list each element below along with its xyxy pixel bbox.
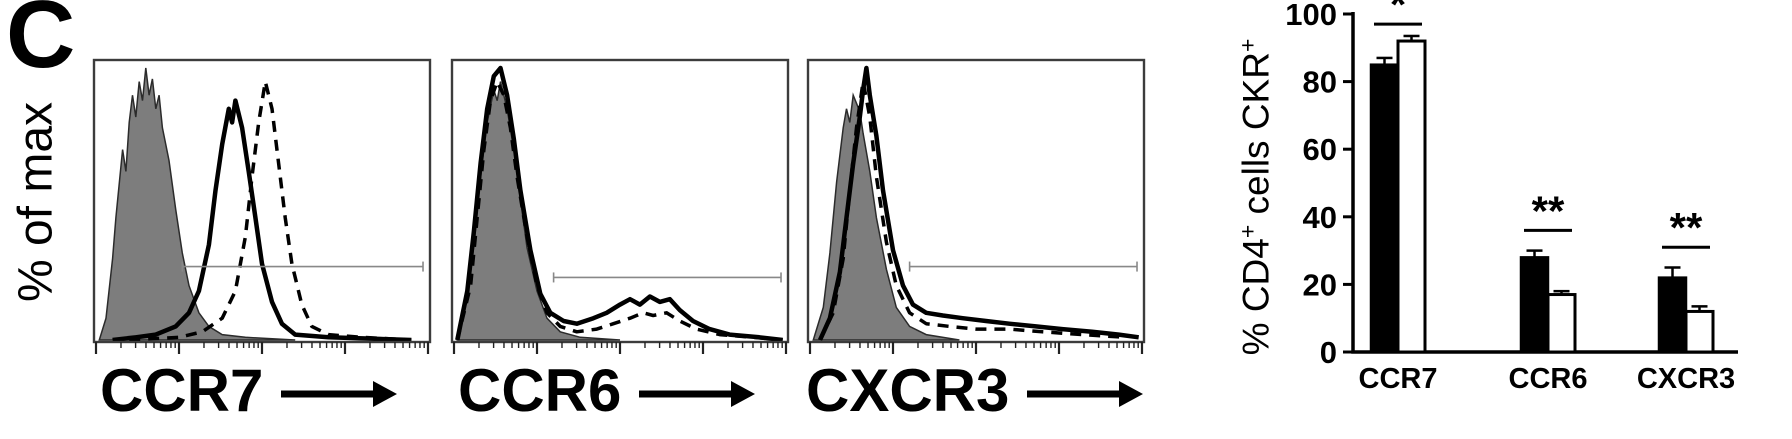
filled-histogram-curve <box>456 81 621 341</box>
panel-letter-label: C <box>6 0 76 88</box>
bar-white-ccr7 <box>1396 39 1427 354</box>
significance-stars: ** <box>1532 187 1565 234</box>
x-axis-label-cxcr3: CXCR3 <box>806 348 1145 432</box>
bar-black-ccr6 <box>1519 256 1550 354</box>
solid-histogram-curve <box>817 65 1140 341</box>
bar-category-label: CXCR3 <box>1637 363 1735 395</box>
histogram-y-axis-label: % of max <box>9 101 63 303</box>
ylabel-text: % CD4 <box>1235 238 1277 356</box>
right-arrow-icon <box>1027 381 1144 407</box>
x-axis-label-ccr7: CCR7 <box>100 348 399 432</box>
x-axis-label-ccr6: CCR6 <box>458 348 757 432</box>
y-tick-label: 80 <box>1303 65 1337 100</box>
summary-bar-chart: % CD4+ cells CKR+ 0 20 40 60 80 100 * CCR7 ** CCR… <box>1234 0 1792 439</box>
filled-histogram-curve <box>812 92 960 341</box>
y-tick-label: 60 <box>1303 132 1337 167</box>
significance-stars: * <box>1390 0 1407 28</box>
axis-lines <box>1351 12 1738 354</box>
flow-histogram-ccr7-plot <box>92 58 432 354</box>
x-axis-label-ccr6-text: CCR6 <box>458 356 622 424</box>
flow-histogram-cxcr3-plot <box>806 58 1146 354</box>
y-tick-label: 20 <box>1303 267 1337 302</box>
right-arrow-icon <box>281 381 398 407</box>
y-tick-label: 100 <box>1285 0 1337 32</box>
right-arrow-icon <box>639 381 756 407</box>
bar-black-cxcr3 <box>1657 276 1688 354</box>
flow-histogram-cxcr3 <box>806 58 1146 370</box>
bar-black-ccr7 <box>1369 63 1400 354</box>
y-tick-label: 0 <box>1320 335 1337 370</box>
dashed-histogram-curve <box>455 79 783 342</box>
solid-histogram-curve <box>112 98 412 343</box>
flow-histogram-ccr6 <box>450 58 790 370</box>
x-axis-label-ccr7-text: CCR7 <box>100 356 264 424</box>
ylabel-superscript: + <box>1234 38 1261 53</box>
bar-chart-y-axis-label: % CD4+ cells CKR+ <box>1234 39 1277 356</box>
bar-chart-plot: 0 20 40 60 80 100 * CCR7 ** CCR6 ** CXCR3 <box>1285 0 1738 395</box>
bar-category-label: CCR7 <box>1359 363 1438 395</box>
y-tick-label: 40 <box>1303 200 1337 235</box>
solid-histogram-curve <box>455 65 783 343</box>
ylabel-superscript: + <box>1234 224 1261 239</box>
flow-histogram-ccr7 <box>92 58 432 370</box>
dashed-histogram-curve <box>129 79 412 342</box>
filled-histogram-curve <box>98 67 296 341</box>
x-axis-label-cxcr3-text: CXCR3 <box>806 356 1010 424</box>
bar-white-ccr6 <box>1546 293 1577 354</box>
flow-histogram-ccr6-plot <box>450 58 790 354</box>
bar-white-cxcr3 <box>1684 309 1715 354</box>
bar-category-label: CCR6 <box>1509 363 1588 395</box>
ylabel-text: cells CKR <box>1235 52 1277 225</box>
significance-stars: ** <box>1670 204 1703 251</box>
